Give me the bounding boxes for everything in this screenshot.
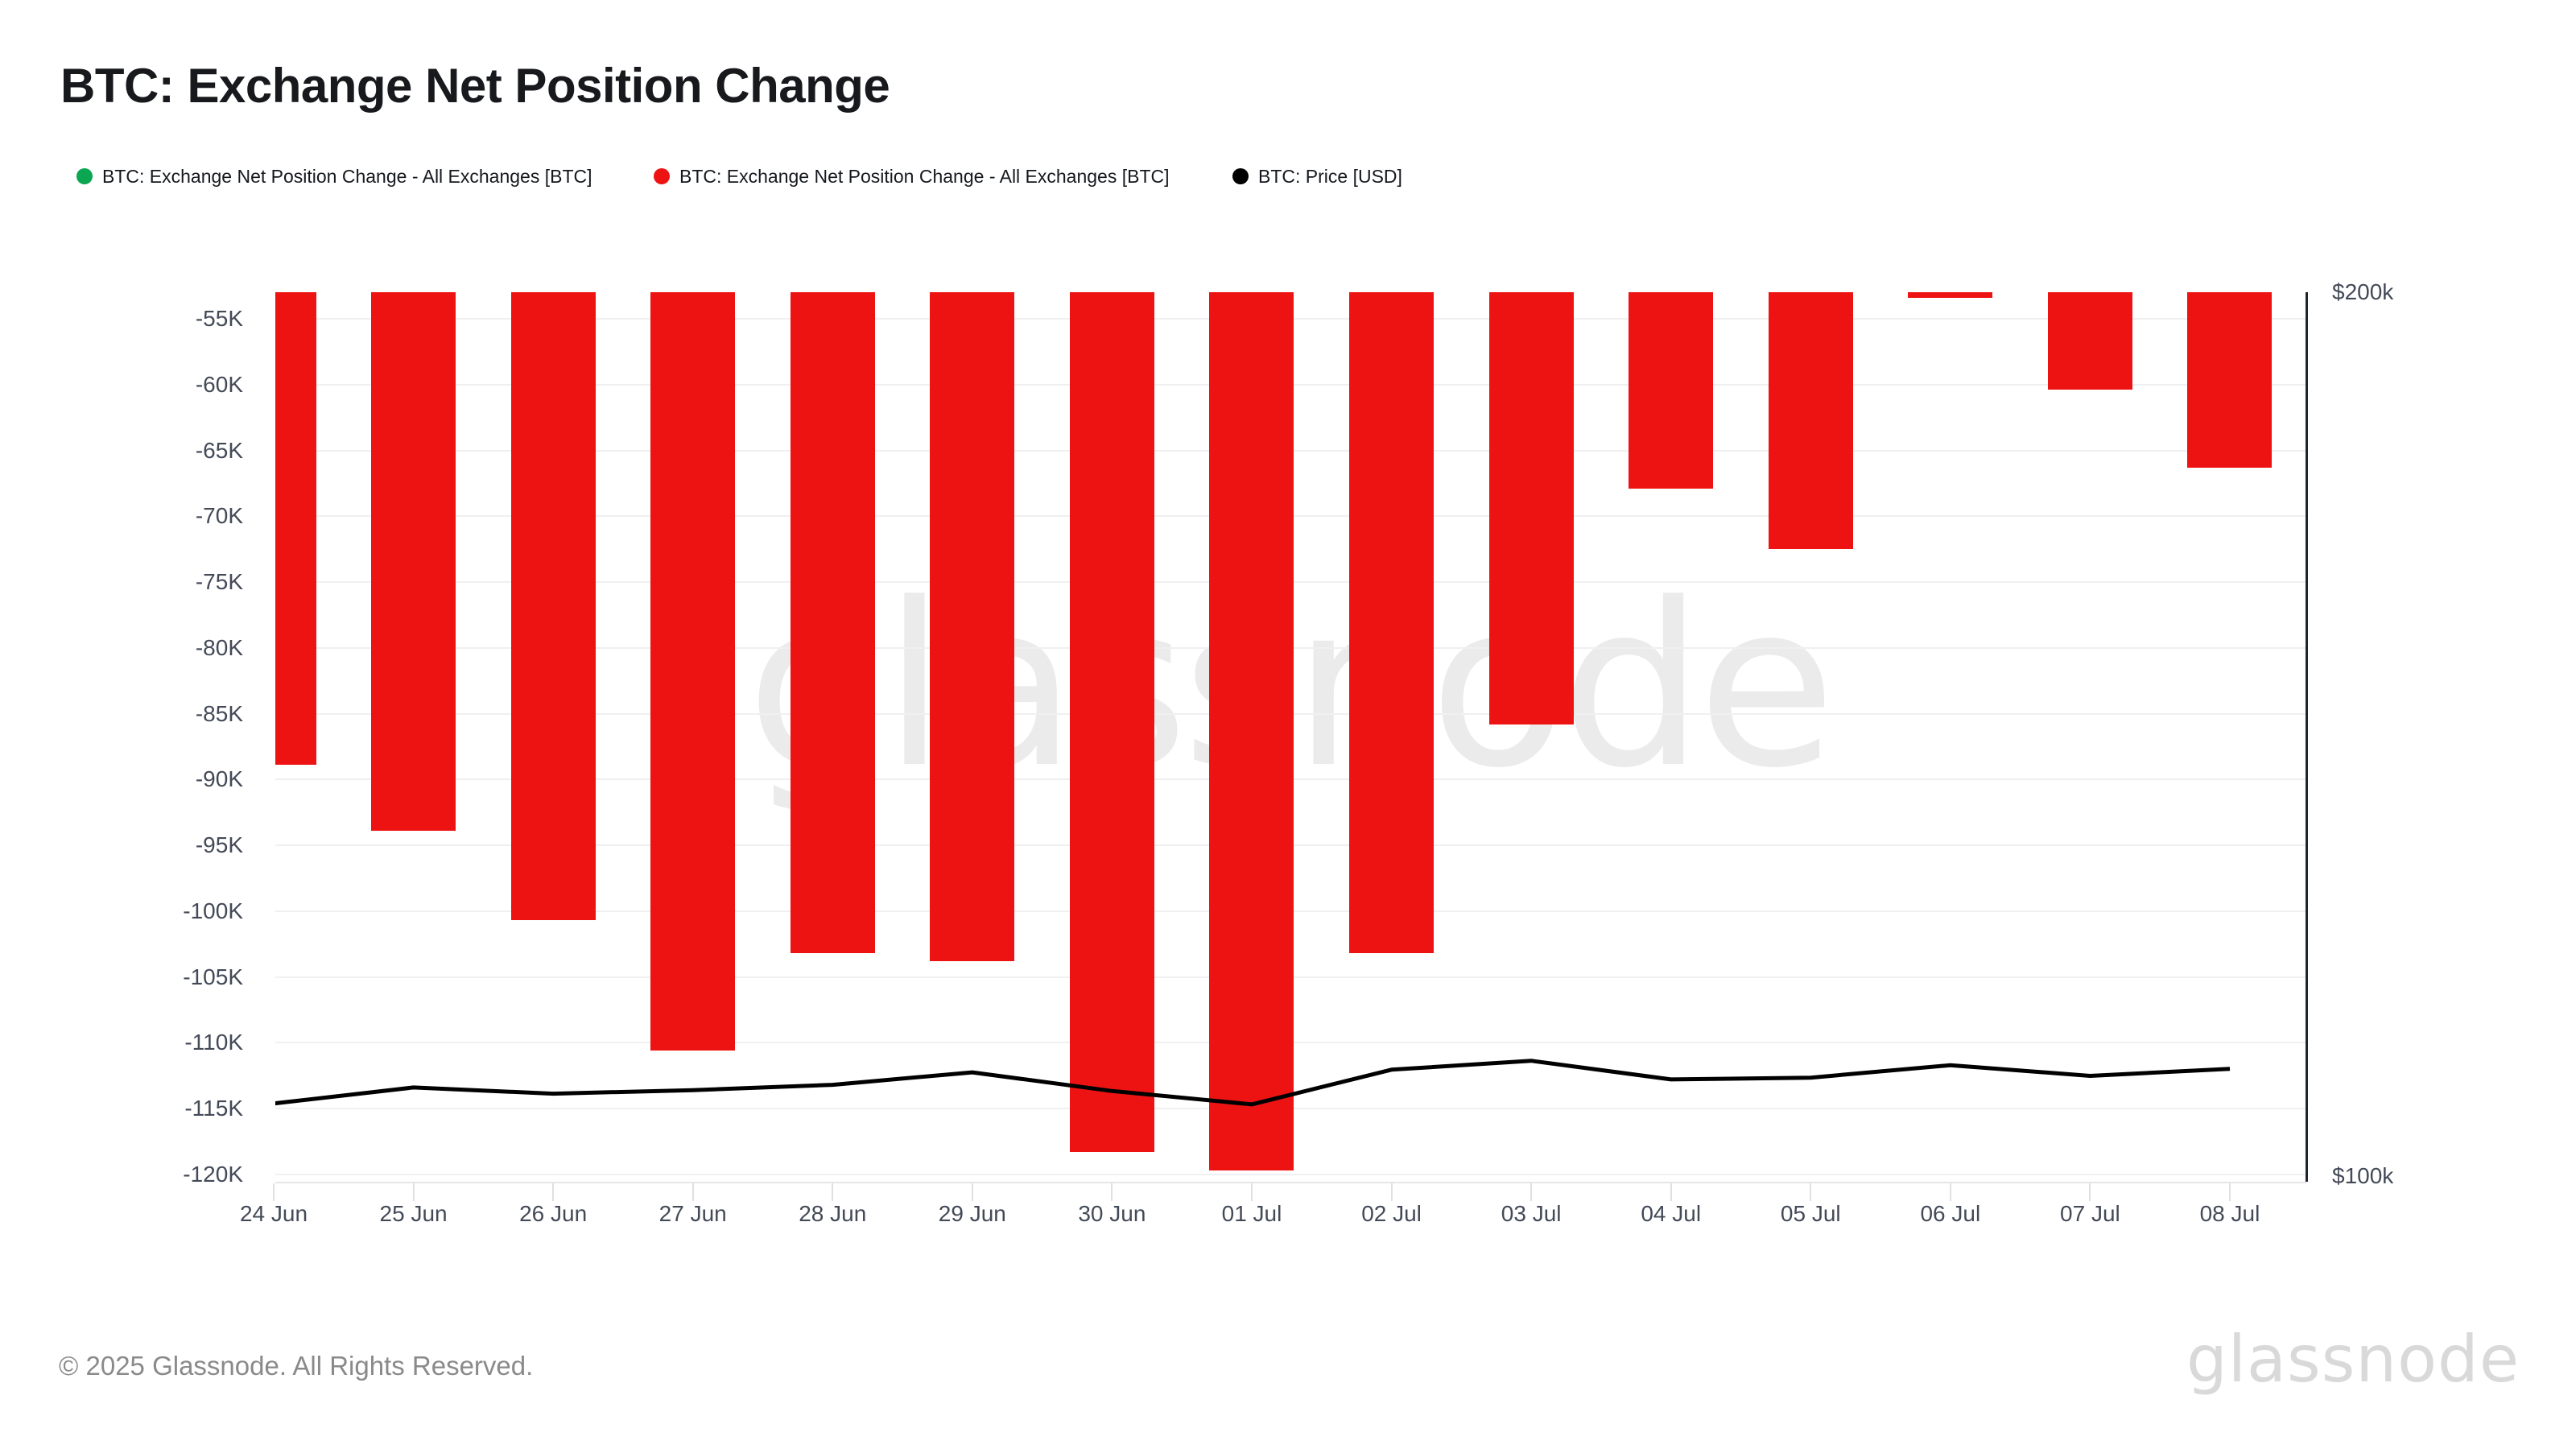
x-axis-tick [273,1183,275,1201]
bar-25-jun[interactable] [371,292,456,832]
plot-area[interactable] [275,292,2306,1183]
x-axis-tick-label: 30 Jun [1078,1201,1146,1226]
y-axis-tick-label: -120K [183,1162,243,1187]
price-line-svg [275,1059,2231,1107]
bar-27-jun[interactable] [650,292,736,1051]
gridline [275,1174,2306,1175]
price-axis-line [2306,292,2308,1182]
x-axis-tick-label: 28 Jun [799,1201,867,1226]
x-axis-tick [1390,1183,1393,1201]
copyright-text: © 2025 Glassnode. All Rights Reserved. [59,1351,534,1381]
x-axis-tick [412,1183,415,1201]
x-axis-tick [552,1183,555,1201]
x-axis-tick-label: 02 Jul [1361,1201,1422,1226]
bar-07-jul[interactable] [2047,292,2132,390]
y-axis-tick-label: -90K [195,766,243,792]
x-axis-tick [1949,1183,1951,1201]
bar-30-jun[interactable] [1069,292,1154,1153]
bar-29-jun[interactable] [930,292,1015,962]
bar-03-jul[interactable] [1488,292,1574,724]
y-axis-tick-label: -110K [184,1030,243,1055]
x-axis-tick-label: 06 Jul [1920,1201,1981,1226]
x-axis-tick-label: 27 Jun [658,1201,727,1226]
x-axis-tick-label: 24 Jun [239,1201,308,1226]
x-axis-tick [1810,1183,1812,1201]
x-axis-tick [971,1183,973,1201]
bar-01-jul[interactable] [1209,292,1294,1171]
glassnode-logo: glassnode [2186,1322,2520,1397]
bar-08-jul[interactable] [2187,292,2273,468]
y-axis-tick-label: -100K [183,898,243,923]
bar-05-jul[interactable] [1768,292,1853,550]
x-axis-tick-label: 26 Jun [519,1201,588,1226]
bar-24-jun[interactable] [275,292,316,766]
x-axis-tick [1250,1183,1253,1201]
legend: BTC: Exchange Net Position Change - All … [0,163,2576,190]
y-axis-tick-label: -60K [195,371,243,397]
x-axis-tick-label: 03 Jul [1501,1201,1562,1226]
bar-28-jun[interactable] [790,292,875,954]
legend-item[interactable]: BTC: Exchange Net Position Change - All … [654,163,1170,190]
x-axis-tick [1111,1183,1113,1201]
x-axis-tick-label: 07 Jul [2060,1201,2120,1226]
x-axis-tick [1670,1183,1672,1201]
black-dot-icon [1232,168,1249,184]
y-axis-tick-label: -105K [183,964,243,989]
bar-02-jul[interactable] [1349,292,1435,954]
bar-04-jul[interactable] [1629,292,1714,489]
bar-06-jul[interactable] [1908,292,1993,299]
x-axis-tick [832,1183,834,1201]
x-axis-tick [691,1183,694,1201]
bar-26-jun[interactable] [510,292,596,921]
price-line[interactable] [275,1059,2231,1107]
green-dot-icon [76,168,93,184]
y-axis-tick-label: -65K [195,437,243,463]
x-axis-tick-label: 08 Jul [2199,1201,2260,1226]
y-axis-tick-label: -115K [184,1096,243,1121]
legend-item-label: BTC: Price [USD] [1258,165,1402,187]
y-axis-tick-label: -95K [195,832,243,858]
legend-item-label: BTC: Exchange Net Position Change - All … [102,165,592,187]
x-axis-tick-label: 25 Jun [379,1201,448,1226]
x-axis-tick-label: 01 Jul [1221,1201,1282,1226]
x-axis-tick-label: 29 Jun [938,1201,1006,1226]
y-axis-tick-label: -55K [195,306,243,332]
price-axis-bottom-label: $100k [2332,1163,2394,1188]
red-dot-icon [654,168,670,184]
y-axis-tick-label: -85K [195,700,243,726]
x-axis-tick [2089,1183,2091,1201]
legend-item-label: BTC: Exchange Net Position Change - All … [679,165,1170,187]
x-axis-tick-label: 05 Jul [1780,1201,1841,1226]
x-axis-tick [1530,1183,1533,1201]
x-axis-tick [2228,1183,2231,1201]
page-title: BTC: Exchange Net Position Change [60,59,890,113]
legend-item[interactable]: BTC: Price [USD] [1232,163,1402,190]
y-axis-tick-label: -80K [195,634,243,660]
y-axis-tick-label: -70K [195,503,243,529]
price-axis-top-label: $200k [2332,279,2394,304]
y-axis-tick-label: -75K [195,569,243,595]
x-axis-tick-label: 04 Jul [1641,1201,1702,1226]
legend-item[interactable]: BTC: Exchange Net Position Change - All … [76,163,592,190]
